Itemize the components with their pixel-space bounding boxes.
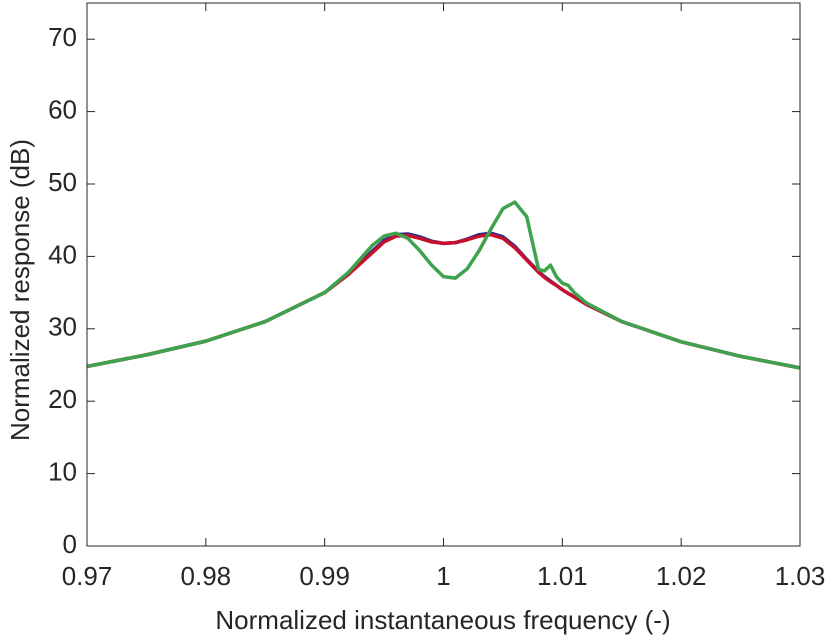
plot-frame	[86, 2, 801, 547]
x-tick-label: 0.97	[62, 561, 113, 591]
y-axis-label: Normalized response (dB)	[5, 139, 35, 441]
y-tick-label: 60	[48, 94, 77, 124]
series-line	[86, 200, 801, 370]
x-tick-label: 1.01	[537, 561, 588, 591]
y-tick-label: 0	[63, 529, 77, 559]
y-tick-label: 10	[48, 456, 77, 486]
x-tick-label: 1.03	[775, 561, 826, 591]
x-tick-label: 0.99	[299, 561, 350, 591]
series-line	[86, 232, 801, 370]
series-line	[86, 231, 801, 370]
y-tick-label: 70	[48, 22, 77, 52]
x-axis-label: Normalized instantaneous frequency (-)	[215, 605, 670, 635]
x-tick-label: 0.98	[181, 561, 232, 591]
y-tick-label: 50	[48, 167, 77, 197]
x-tick-label: 1.02	[656, 561, 707, 591]
y-tick-label: 40	[48, 239, 77, 269]
y-tick-label: 30	[48, 312, 77, 342]
y-tick-label: 20	[48, 384, 77, 414]
x-tick-label: 1	[436, 561, 450, 591]
